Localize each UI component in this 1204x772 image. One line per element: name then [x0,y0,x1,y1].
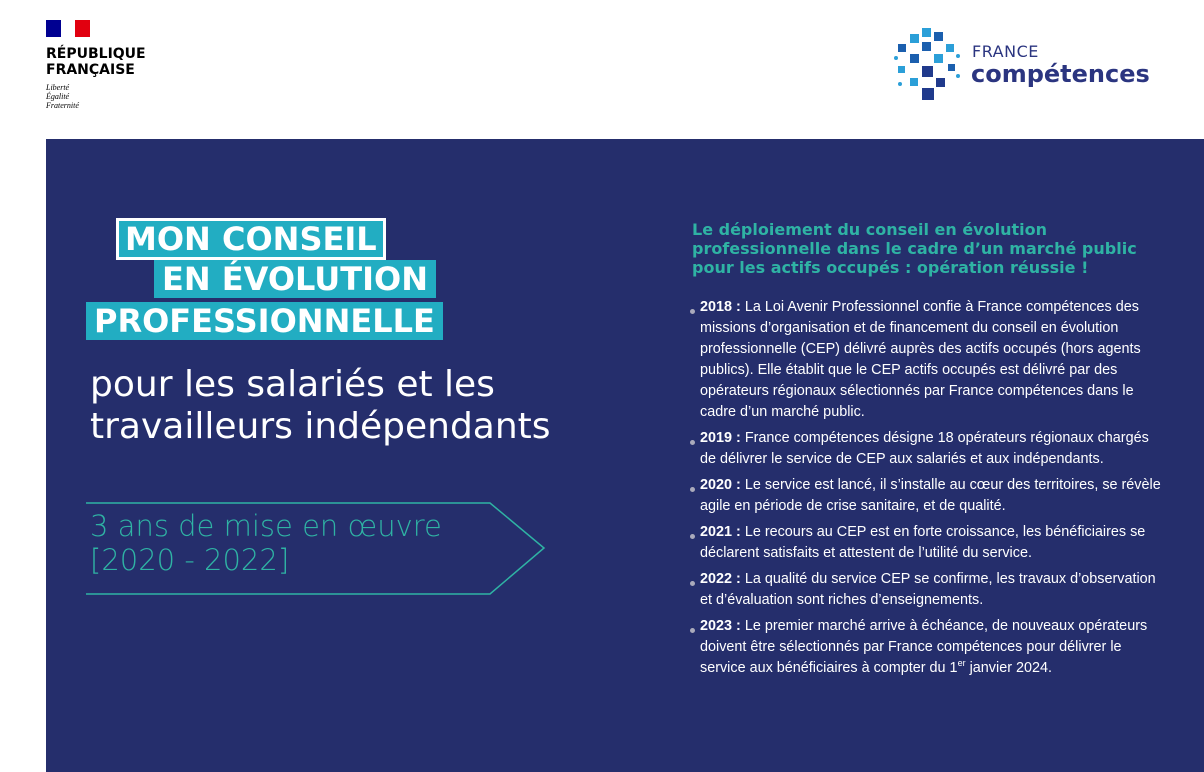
item-text: La Loi Avenir Professionnel confie à Fra… [700,299,1141,420]
subtitle-line: pour les salariés et les [90,364,495,405]
title-line: MON CONSEIL [116,218,386,260]
item-text: janvier 2024. [965,660,1052,676]
logo-line: compétences [971,60,1150,88]
item-sup: er [957,658,966,669]
timeline-list: 2018 : La Loi Avenir Professionnel confi… [690,297,1168,684]
flag [46,20,90,37]
republique-logo: RÉPUBLIQUE FRANÇAISE Liberté Égalité Fra… [46,20,146,110]
motto-line: Fraternité [46,101,79,110]
timeline-item: 2023 : Le premier marché arrive à échéan… [690,616,1168,679]
item-year: 2023 : [700,618,741,634]
motto: Liberté Égalité Fraternité [46,83,146,110]
logo-line: FRANCE [972,42,1039,61]
item-year: 2020 : [700,477,741,493]
item-text: Le premier marché arrive à échéance, de … [700,618,1148,676]
item-year: 2019 : [700,430,741,446]
name-line: FRANÇAISE [46,62,135,78]
item-year: 2018 : [700,299,741,315]
republique-name: RÉPUBLIQUE FRANÇAISE [46,46,146,78]
period: 3 ans de mise en œuvre [2020 - 2022] [90,509,442,577]
subtitle-line: travailleurs indépendants [90,406,551,447]
logo-cubes [894,28,960,100]
item-text: Le service est lancé, il s’installe au c… [700,477,1161,514]
item-text: Le recours au CEP est en forte croissanc… [700,524,1146,561]
item-text: France compétences désigne 18 opérateurs… [700,430,1149,467]
arrow-frame [86,502,546,595]
motto-line: Liberté [46,83,70,92]
name-line: RÉPUBLIQUE [46,46,146,62]
item-year: 2022 : [700,571,741,587]
france-competences-logo: FRANCE compétences [892,26,1150,109]
content-heading: Le déploiement du conseil en évolution p… [692,220,1137,277]
timeline-item: 2020 : Le service est lancé, il s’instal… [690,475,1168,517]
title-line: PROFESSIONNELLE [86,302,443,340]
period-line: 3 ans de mise en œuvre [90,509,442,543]
timeline-item: 2019 : France compétences désigne 18 opé… [690,428,1168,470]
subtitle: pour les salariés et les travailleurs in… [90,364,551,448]
period-line: [2020 - 2022] [90,543,290,577]
title-line: EN ÉVOLUTION [154,260,436,298]
heading-line: pour les actifs occupés : opération réus… [692,258,1089,277]
item-year: 2021 : [700,524,741,540]
timeline-item: 2022 : La qualité du service CEP se conf… [690,569,1168,611]
heading-line: professionnelle dans le cadre d’un march… [692,239,1137,258]
item-text: La qualité du service CEP se confirme, l… [700,571,1156,608]
heading-line: Le déploiement du conseil en évolution [692,220,1047,239]
timeline-item: 2021 : Le recours au CEP est en forte cr… [690,522,1168,564]
motto-line: Égalité [46,92,70,101]
timeline-item: 2018 : La Loi Avenir Professionnel confi… [690,297,1168,423]
